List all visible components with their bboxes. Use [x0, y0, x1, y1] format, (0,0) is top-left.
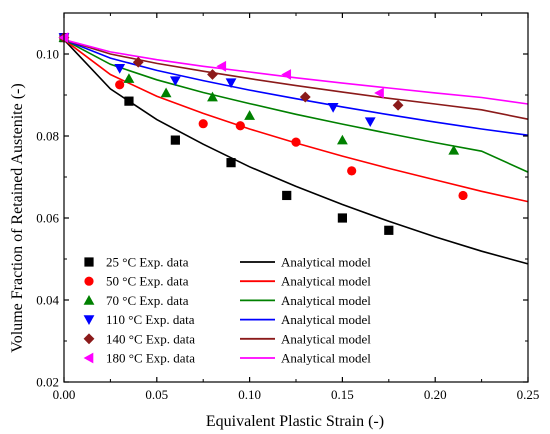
- data-point: [114, 64, 126, 74]
- legend-marker-25-c-exp-data: [84, 257, 94, 267]
- data-point: [299, 91, 311, 103]
- data-point: [132, 56, 144, 68]
- legend-marker-110-c-exp-data: [83, 315, 95, 325]
- legend-label-180-c-exp-data: 180 °C Exp. data: [106, 351, 195, 366]
- data-point: [198, 119, 208, 129]
- legend-label-50-c-exp-data: 50 °C Exp. data: [106, 274, 189, 289]
- legend-label-140-c-exp-data: 140 °C Exp. data: [106, 331, 195, 346]
- y-tick-label: 0.06: [36, 211, 59, 226]
- data-point: [225, 78, 237, 89]
- x-tick-label: 0.00: [53, 387, 76, 402]
- data-point: [244, 110, 255, 120]
- y-tick-label: 0.08: [36, 129, 59, 144]
- model-curve-1: [63, 39, 529, 265]
- data-point: [448, 144, 460, 155]
- legend-marker-140-c-exp-data: [83, 333, 95, 345]
- data-point: [282, 190, 292, 201]
- x-tick-label: 0.20: [424, 387, 447, 402]
- data-point: [364, 117, 376, 128]
- x-tick-label: 0.25: [517, 387, 540, 402]
- legend-label-70-c-exp-data: 70 °C Exp. data: [106, 293, 189, 308]
- legend-marker-70-c-exp-data: [83, 295, 95, 305]
- data-point: [392, 99, 404, 111]
- data-point: [235, 121, 245, 131]
- model-curve-6: [63, 38, 529, 105]
- data-point: [123, 73, 135, 83]
- legend-label-model-1: Analytical model: [281, 255, 371, 270]
- data-points: [58, 32, 468, 235]
- data-point: [115, 80, 125, 90]
- legend: 25 °C Exp. data Analytical model 50 °C Exp…: [83, 255, 371, 366]
- data-point: [327, 102, 339, 113]
- data-point: [458, 190, 468, 201]
- data-point: [207, 91, 218, 102]
- data-point: [169, 76, 181, 87]
- legend-label-model-2: Analytical model: [281, 274, 371, 289]
- legend-label-model-6: Analytical model: [281, 351, 371, 366]
- model-curve-5: [63, 38, 529, 120]
- x-axis-title: Equivalent Plastic Strain (-): [206, 413, 384, 430]
- x-tick-label: 0.10: [238, 387, 261, 402]
- legend-label-25-c-exp-data: 25 °C Exp. data: [106, 255, 189, 270]
- x-tick-label: 0.15: [331, 387, 354, 402]
- legend-label-110-c-exp-data: 110 °C Exp. data: [106, 312, 195, 327]
- legend-label-model-5: Analytical model: [281, 331, 371, 346]
- data-point: [384, 225, 394, 235]
- legend-label-model-4: Analytical model: [281, 312, 371, 327]
- data-point: [281, 69, 292, 80]
- legend-label-model-3: Analytical model: [281, 293, 371, 308]
- y-tick-label: 0.10: [36, 47, 59, 62]
- data-point: [170, 135, 180, 145]
- data-point: [124, 96, 134, 106]
- y-axis-title: Volume Fraction of Retained Austenite (-…: [9, 83, 26, 352]
- model-curve-3: [63, 38, 529, 173]
- model-curve-4: [63, 38, 529, 136]
- model-curves: [63, 38, 529, 265]
- y-tick-label: 0.04: [36, 293, 59, 308]
- data-point: [337, 213, 347, 223]
- data-point: [160, 87, 172, 98]
- data-point: [374, 87, 384, 99]
- axes: 0.00 0.05 0.10 0.15 0.20 0.25 0.02 0.04 0.06 0.08…: [36, 12, 540, 402]
- y-tick-label: 0.02: [36, 375, 59, 390]
- legend-marker-180-c-exp-data: [83, 352, 94, 364]
- data-point: [226, 158, 236, 168]
- data-point: [347, 166, 357, 176]
- data-point: [216, 60, 227, 72]
- data-point: [337, 134, 348, 145]
- data-point: [291, 137, 301, 147]
- x-tick-label: 0.05: [145, 387, 168, 402]
- legend-marker-50-c-exp-data: [84, 276, 94, 286]
- data-point: [207, 69, 218, 80]
